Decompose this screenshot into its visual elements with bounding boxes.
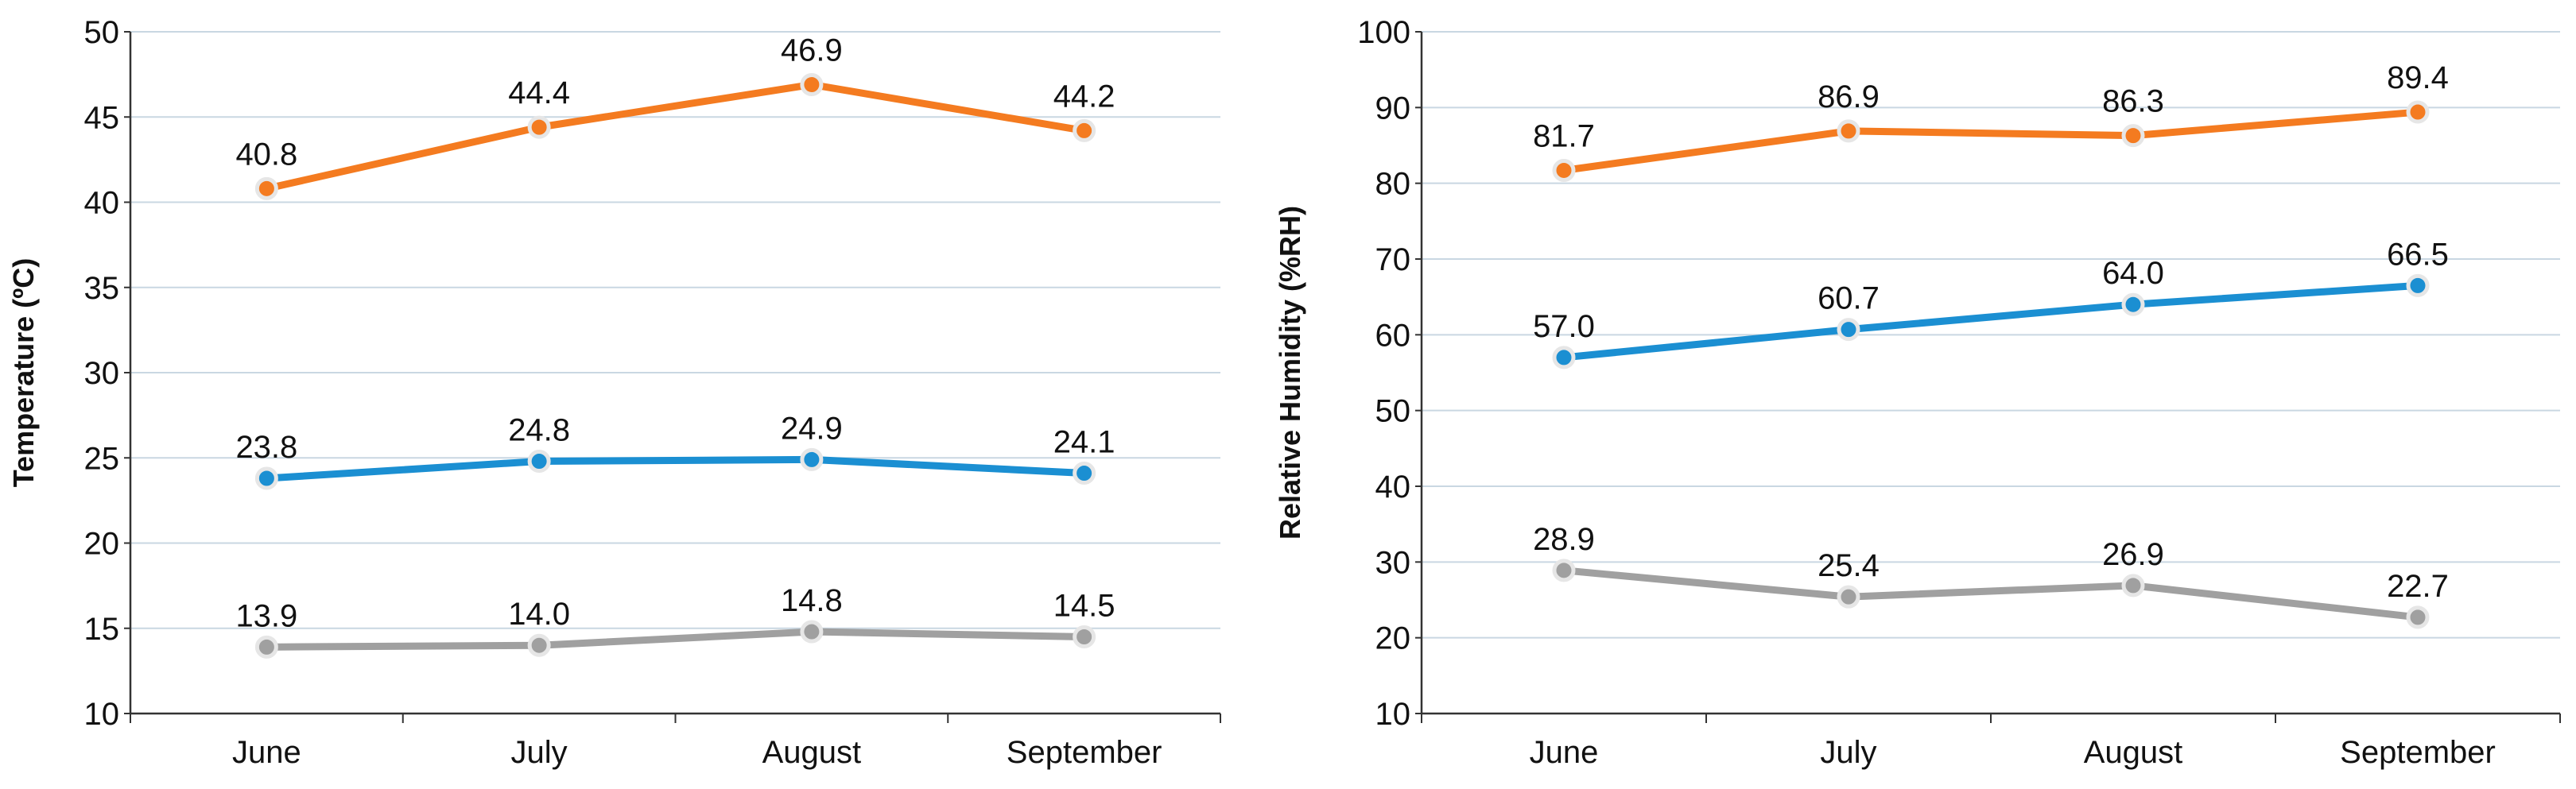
- data-point-min: [1552, 559, 1576, 582]
- series-line-max: [262, 80, 1088, 192]
- x-tick-label: July: [511, 735, 568, 770]
- x-tick-label: June: [232, 735, 301, 770]
- x-tick-label: August: [2084, 735, 2183, 770]
- data-point-max: [2406, 100, 2430, 124]
- data-label-max: 44.4: [508, 75, 570, 110]
- y-tick-label: 10: [84, 697, 120, 732]
- data-point-min: [527, 633, 551, 657]
- y-tick-label: 35: [84, 271, 120, 306]
- y-tick-label: 100: [1357, 15, 1410, 50]
- data-point-mean: [2406, 273, 2430, 297]
- data-point-min: [254, 635, 278, 659]
- data-point-min: [2406, 605, 2430, 629]
- data-point-max: [1552, 158, 1576, 182]
- data-point-max: [1073, 118, 1096, 142]
- data-label-mean: 57.0: [1533, 309, 1595, 344]
- data-label-min: 25.4: [1818, 548, 1880, 583]
- y-tick-label: 10: [1375, 697, 1411, 732]
- data-label-mean: 23.8: [235, 430, 297, 465]
- data-label-max: 81.7: [1533, 118, 1595, 153]
- data-point-mean: [800, 447, 824, 471]
- data-point-max: [2121, 124, 2145, 148]
- data-label-mean: 24.9: [781, 411, 843, 446]
- y-tick-label: 80: [1375, 167, 1411, 202]
- data-point-min: [2121, 574, 2145, 598]
- data-label-mean: 60.7: [1818, 281, 1880, 316]
- data-label-mean: 24.8: [508, 413, 570, 448]
- data-point-mean: [527, 450, 551, 474]
- data-label-min: 14.5: [1053, 588, 1115, 623]
- y-axis-title: Temperature (ºC): [7, 258, 40, 488]
- data-label-mean: 64.0: [2102, 256, 2164, 291]
- series-line-mean: [1560, 281, 2422, 362]
- data-label-min: 22.7: [2387, 569, 2449, 604]
- data-point-max: [527, 115, 551, 139]
- data-point-mean: [1073, 462, 1096, 485]
- x-tick-label: July: [1820, 735, 1876, 770]
- data-label-max: 46.9: [781, 33, 843, 68]
- series-line-max: [1560, 108, 2422, 174]
- data-label-min: 28.9: [1533, 522, 1595, 557]
- data-label-max: 86.9: [1818, 79, 1880, 114]
- y-tick-label: 50: [84, 15, 120, 50]
- y-tick-label: 30: [84, 356, 120, 391]
- data-label-min: 14.8: [781, 583, 843, 618]
- y-tick-label: 70: [1375, 242, 1411, 277]
- x-tick-label: August: [762, 735, 862, 770]
- y-tick-label: 90: [1375, 91, 1411, 126]
- data-label-max: 89.4: [2387, 60, 2449, 95]
- y-tick-label: 30: [1375, 545, 1411, 580]
- temperature-chart: 10 15 20 25 30 35 40 45 50 June July August Septembe…: [7, 15, 1221, 770]
- data-label-max: 86.3: [2102, 84, 2164, 119]
- y-tick-label: 60: [1375, 318, 1411, 353]
- data-label-mean: 66.5: [2387, 237, 2449, 272]
- y-tick-label: 45: [84, 100, 120, 135]
- data-point-mean: [254, 466, 278, 490]
- data-point-mean: [1552, 346, 1576, 369]
- data-label-max: 40.8: [235, 137, 297, 172]
- data-label-max: 44.2: [1053, 79, 1115, 114]
- x-tick-label: September: [2340, 735, 2496, 770]
- y-tick-label: 25: [84, 441, 120, 476]
- data-point-max: [1837, 119, 1860, 143]
- data-label-min: 14.0: [508, 597, 570, 632]
- data-point-mean: [1837, 318, 1860, 342]
- data-point-min: [1837, 585, 1860, 609]
- data-label-min: 26.9: [2102, 537, 2164, 572]
- y-tick-label: 50: [1375, 394, 1411, 429]
- series-line-min: [1560, 567, 2422, 621]
- y-tick-label: 20: [1375, 621, 1411, 656]
- data-point-mean: [2121, 292, 2145, 316]
- data-point-min: [800, 620, 824, 644]
- y-tick-label: 20: [84, 527, 120, 562]
- x-tick-label: September: [1007, 735, 1162, 770]
- y-axis-title: Relative Humidity (%RH): [1274, 206, 1306, 540]
- data-point-max: [800, 72, 824, 96]
- data-point-min: [1073, 625, 1096, 648]
- series-line-min: [262, 628, 1088, 651]
- data-point-max: [254, 176, 278, 200]
- humidity-chart: 10 20 30 40 50 60 70 80 90 100 June July August Septe…: [1274, 15, 2561, 770]
- x-tick-label: June: [1530, 735, 1599, 770]
- series-line-mean: [262, 455, 1088, 482]
- y-tick-label: 40: [84, 186, 120, 221]
- y-tick-label: 40: [1375, 470, 1411, 505]
- data-label-mean: 24.1: [1053, 425, 1115, 460]
- data-label-min: 13.9: [235, 598, 297, 633]
- y-tick-label: 15: [84, 612, 120, 647]
